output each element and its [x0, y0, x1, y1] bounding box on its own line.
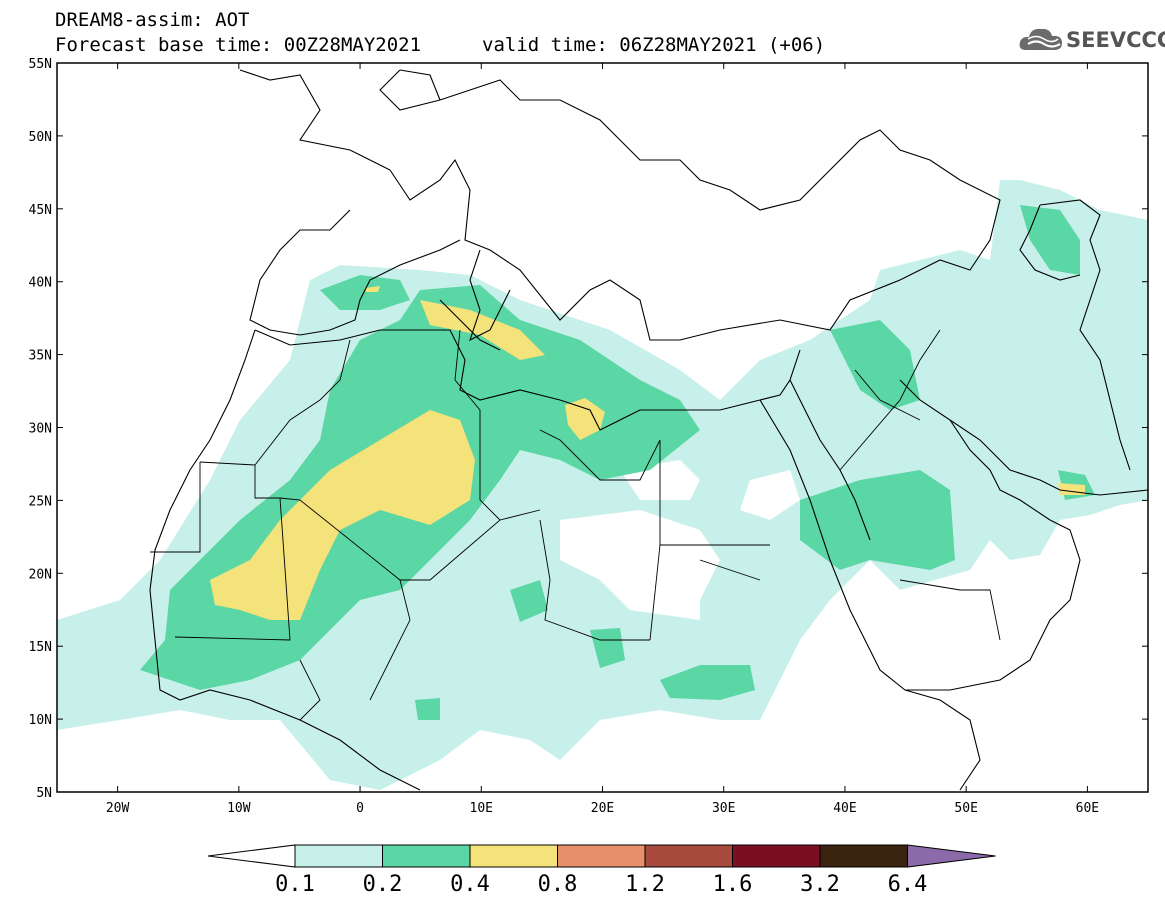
colorbar-label: 0.8 — [538, 872, 578, 897]
lat-tick-label: 10N — [29, 713, 52, 728]
forecast-base-time: Forecast base time: 00Z28MAY2021 — [55, 34, 422, 56]
lon-tick-label: 20E — [591, 801, 614, 816]
aot-level-0.4 — [210, 286, 1085, 620]
coastlines — [149, 69, 1148, 791]
lat-tick-label: 30N — [29, 422, 52, 437]
lon-tick-label: 0 — [356, 801, 364, 816]
lat-tick-label: 15N — [29, 640, 52, 655]
seevccc-logo: SEEVCCC — [1018, 22, 1165, 58]
aot-field — [57, 180, 1148, 790]
lon-tick-label: 40E — [833, 801, 856, 816]
colorbar-label: 0.4 — [450, 872, 490, 897]
latitude-axis: 5N 10N 15N 20N 25N 30N 35N 40N 45N 50N 55N — [29, 57, 1148, 801]
colorbar-label: 1.2 — [625, 872, 665, 897]
colorbar-swatch — [382, 844, 471, 868]
country-borders — [150, 329, 1001, 721]
colorbar-label: 3.2 — [800, 872, 840, 897]
colorbar-arrow-low — [207, 844, 296, 868]
colorbar-arrow-high — [907, 844, 996, 868]
lat-tick-label: 40N — [29, 276, 52, 291]
map-title: DREAM8-assim: AOT — [55, 9, 250, 31]
colorbar-label: 0.1 — [275, 872, 315, 897]
lon-tick-label: 50E — [954, 801, 977, 816]
lat-tick-label: 20N — [29, 567, 52, 582]
colorbar-swatch — [732, 844, 821, 868]
valid-time: valid time: 06Z28MAY2021 (+06) — [482, 34, 826, 56]
colorbar-swatch — [294, 844, 383, 868]
colorbar-label: 1.6 — [713, 872, 753, 897]
lon-tick-label: 20W — [106, 801, 130, 816]
lat-tick-label: 55N — [29, 57, 52, 72]
logo-text: SEEVCCC — [1066, 28, 1165, 52]
lat-tick-label: 50N — [29, 130, 52, 145]
lat-tick-label: 45N — [29, 203, 52, 218]
lat-tick-label: 5N — [36, 786, 52, 801]
lat-tick-label: 25N — [29, 494, 52, 509]
colorbar-label: 0.2 — [363, 872, 403, 897]
lat-tick-label: 35N — [29, 349, 52, 364]
lon-tick-label: 10E — [470, 801, 493, 816]
colorbar-swatch — [819, 844, 908, 868]
longitude-axis: 20W 10W 0 10E 20E 30E 40E 50E 60E — [106, 63, 1099, 816]
cloud-icon — [1019, 28, 1062, 50]
lon-tick-label: 30E — [712, 801, 735, 816]
colorbar-swatch — [469, 844, 558, 868]
colorbar-swatch — [557, 844, 646, 868]
colorbar: 0.1 0.2 0.4 0.8 1.2 1.6 3.2 6.4 — [207, 844, 996, 897]
lon-tick-label: 10W — [227, 801, 251, 816]
colorbar-label: 6.4 — [888, 872, 928, 897]
lon-tick-label: 60E — [1076, 801, 1099, 816]
colorbar-swatch — [644, 844, 733, 868]
